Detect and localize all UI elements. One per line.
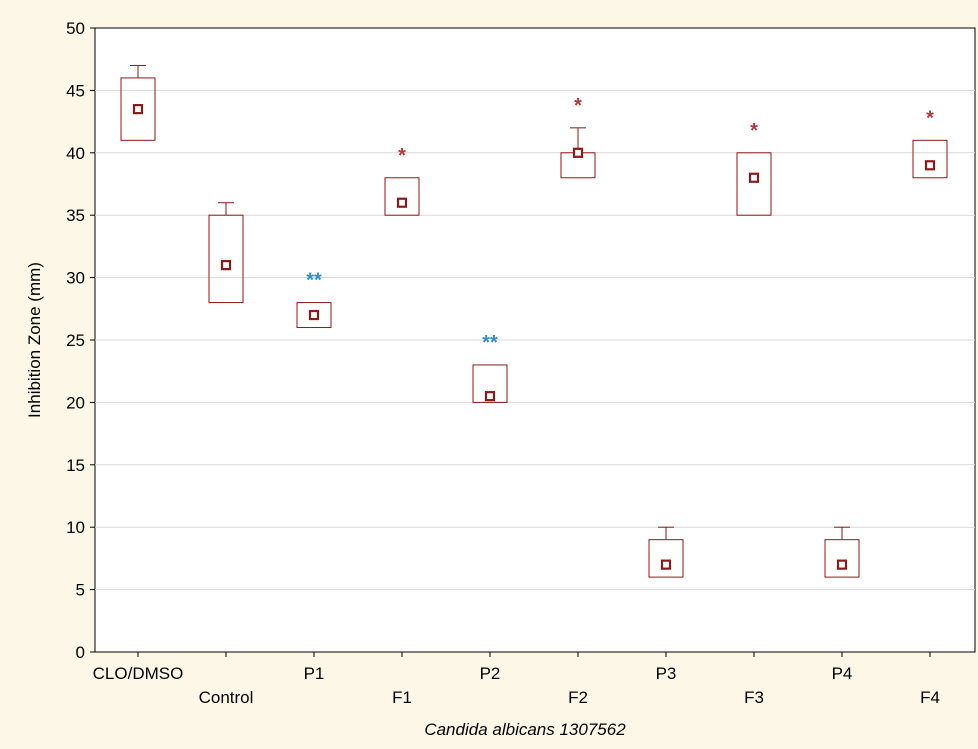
x-tick-label: P2 <box>480 664 501 683</box>
box-rect <box>208 214 244 304</box>
box-rect <box>648 539 684 578</box>
box-f3 <box>736 152 772 216</box>
significance-marker: * <box>926 107 934 129</box>
grid-lines <box>95 89 975 591</box>
y-tick-label: 0 <box>76 643 85 662</box>
box-rect <box>736 152 772 216</box>
significance-marker: ** <box>482 332 498 354</box>
x-tick-label: P1 <box>304 664 325 683</box>
y-tick-label: 30 <box>66 269 85 288</box>
box-rect <box>296 302 332 329</box>
x-axis-label: Candida albicans 1307562 <box>424 720 626 739</box>
x-tick-label: Control <box>199 688 254 707</box>
significance-marker: ** <box>306 270 322 292</box>
mean-point <box>132 104 144 115</box>
x-tick-label: F1 <box>392 688 412 707</box>
box-rect <box>120 77 156 141</box>
box-rect <box>824 539 860 578</box>
significance-marker: * <box>398 145 406 167</box>
box-f4 <box>912 139 948 179</box>
y-tick-label: 40 <box>66 144 85 163</box>
mean-point <box>924 160 936 171</box>
box-p3 <box>648 526 684 578</box>
x-axis: CLO/DMSO Control P1 F1 P2 F2 P3 F3 P4 F4 <box>93 652 940 707</box>
box-rect <box>384 177 420 216</box>
x-tick-label: F2 <box>568 688 588 707</box>
y-tick-label: 20 <box>66 393 85 412</box>
box-rect <box>912 139 948 179</box>
y-tick-label: 15 <box>66 456 85 475</box>
x-tick-label: CLO/DMSO <box>93 664 184 683</box>
y-tick-label: 35 <box>66 206 85 225</box>
y-tick-label: 50 <box>66 19 85 38</box>
box-p4 <box>824 526 860 578</box>
mean-point <box>396 197 408 208</box>
x-tick-label: F4 <box>920 688 940 707</box>
mean-point <box>660 559 672 570</box>
significance-markers: ******** <box>306 95 934 354</box>
mean-point <box>572 147 584 158</box>
box-f2 <box>560 127 596 179</box>
box-control <box>208 202 244 304</box>
y-axis: 0 5 10 15 20 25 30 35 40 45 50 <box>66 19 95 662</box>
box-p1 <box>296 302 332 329</box>
x-tick-label: P4 <box>832 664 853 683</box>
y-tick-label: 45 <box>66 81 85 100</box>
mean-point <box>220 260 232 271</box>
box-p2 <box>472 364 508 403</box>
y-tick-label: 10 <box>66 518 85 537</box>
box-rect <box>472 364 508 403</box>
box-f1 <box>384 177 420 216</box>
x-tick-label: P3 <box>656 664 677 683</box>
significance-marker: * <box>750 120 758 142</box>
significance-marker: * <box>574 95 582 117</box>
y-tick-label: 25 <box>66 331 85 350</box>
boxes <box>120 64 948 578</box>
y-axis-label: Inhibition Zone (mm) <box>25 262 44 418</box>
mean-point <box>308 309 320 321</box>
box-clo-dmso <box>120 64 156 141</box>
y-tick-label: 5 <box>76 581 85 600</box>
mean-point <box>748 172 760 183</box>
mean-point <box>484 391 496 402</box>
mean-point <box>836 559 848 570</box>
x-tick-label: F3 <box>744 688 764 707</box>
